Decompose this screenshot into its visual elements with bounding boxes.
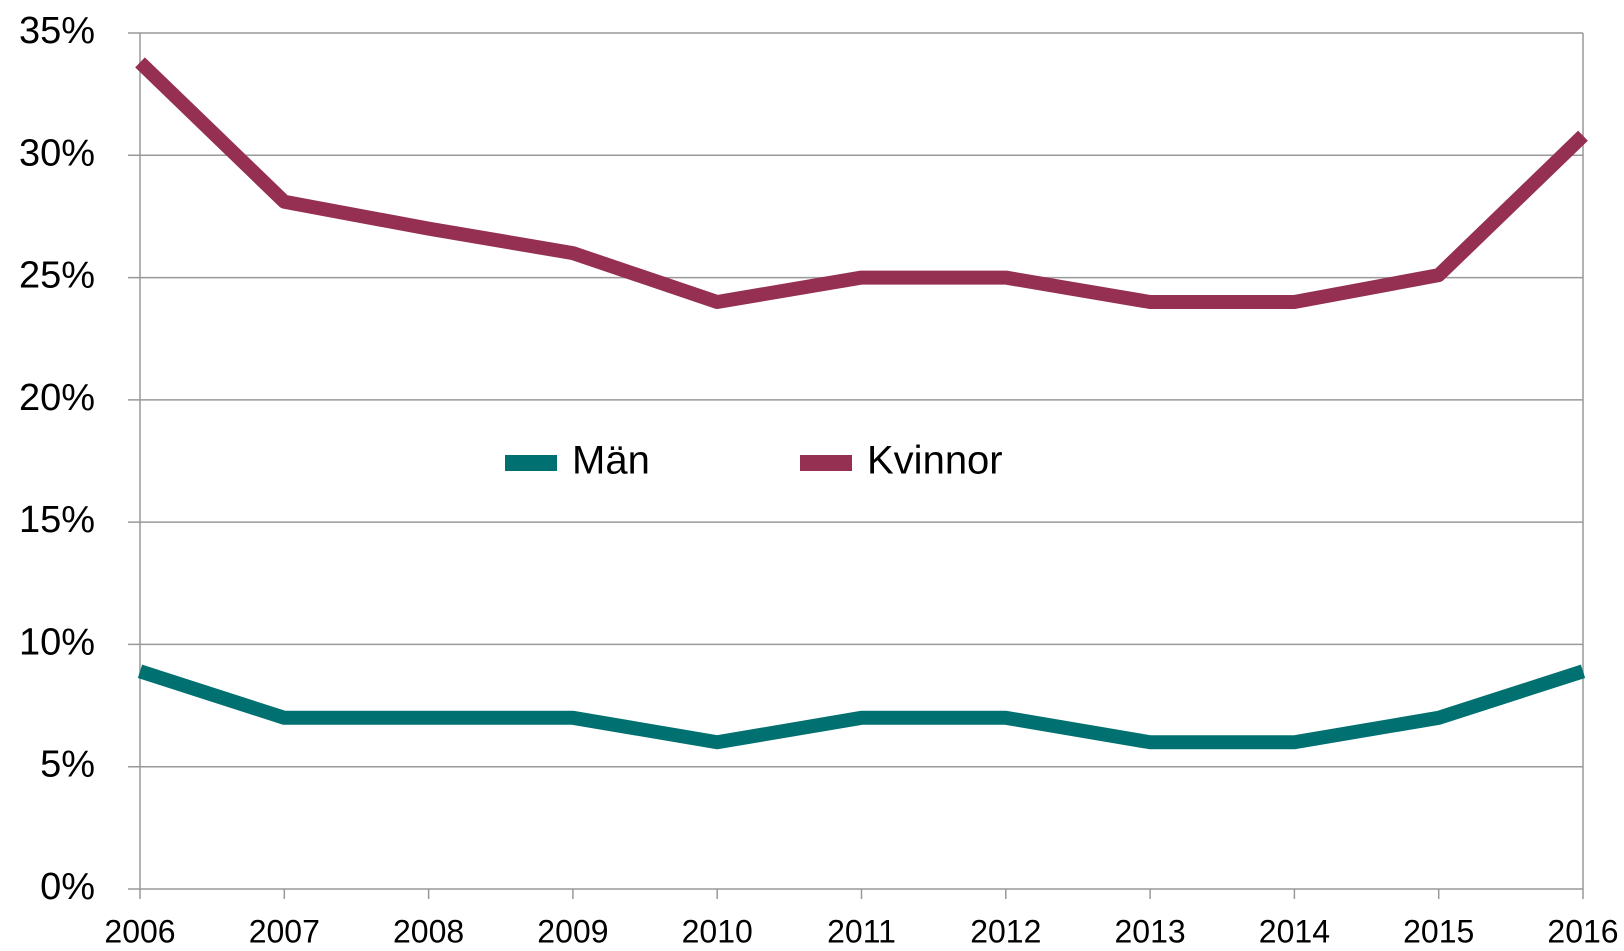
x-tick-label: 2015	[1403, 913, 1474, 949]
x-tick-label: 2011	[827, 913, 896, 949]
x-tick-label: 2010	[682, 913, 753, 949]
y-tick-label: 10%	[19, 621, 95, 663]
legend-swatch	[800, 455, 852, 471]
series-line	[135, 57, 1588, 310]
y-tick-label: 30%	[19, 132, 95, 174]
x-tick-label: 2014	[1259, 913, 1330, 949]
legend-label: Män	[572, 439, 650, 483]
legend-label: Kvinnor	[867, 439, 1003, 483]
x-tick-label: 2009	[537, 913, 608, 949]
x-tick-label: 2012	[970, 913, 1041, 949]
series-line	[137, 664, 1586, 750]
y-tick-label: 35%	[19, 10, 95, 52]
x-tick-label: 2006	[104, 913, 175, 949]
legend-swatch	[505, 455, 557, 471]
x-tick-label: 2007	[249, 913, 320, 949]
y-tick-label: 25%	[19, 255, 95, 297]
y-tick-label: 15%	[19, 499, 95, 541]
y-tick-label: 5%	[40, 744, 95, 786]
y-tick-label: 0%	[40, 866, 95, 908]
x-tick-label: 2008	[393, 913, 464, 949]
x-tick-label: 2013	[1115, 913, 1186, 949]
y-tick-label: 20%	[19, 377, 95, 419]
x-tick-label: 2016	[1547, 913, 1618, 949]
